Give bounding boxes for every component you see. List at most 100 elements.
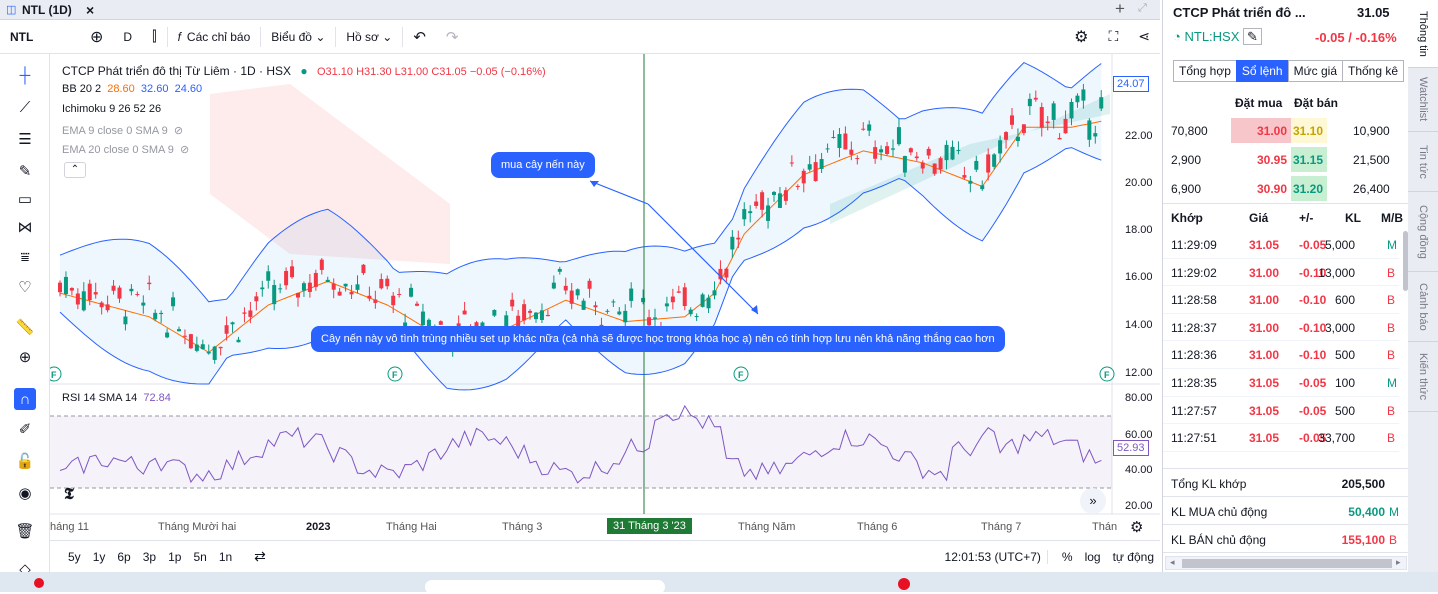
chart-type-button[interactable]: Biểu đồ ⌄: [271, 29, 326, 44]
magnet-icon[interactable]: ∩: [14, 388, 36, 410]
forecast-icon[interactable]: ⩸: [20, 248, 30, 266]
share-icon[interactable]: ⋖: [1138, 28, 1150, 44]
scrollbar[interactable]: [1403, 231, 1408, 291]
trade-row[interactable]: 11:28:58 31.00 -0.10 600 B: [1163, 286, 1399, 314]
profile-button[interactable]: Hồ sơ ⌄: [346, 29, 393, 44]
scroll-right-button[interactable]: »: [1080, 488, 1106, 514]
candle-body: [926, 148, 931, 156]
range-5n[interactable]: 5n: [193, 549, 207, 564]
edit-icon[interactable]: ✎: [1243, 28, 1262, 45]
heart-icon[interactable]: ♡: [18, 279, 32, 296]
scroll-left-icon[interactable]: ◂: [1170, 557, 1175, 567]
symbol-search[interactable]: NTL: [10, 29, 34, 44]
range-1p[interactable]: 1p: [168, 549, 182, 564]
horizontal-scrollbar[interactable]: ◂ ▸: [1165, 556, 1407, 570]
ruler-icon[interactable]: 📏: [15, 319, 35, 336]
log-toggle[interactable]: log: [1084, 549, 1101, 564]
settings-icon[interactable]: ⚙: [1074, 28, 1089, 46]
orderbook-row[interactable]: 6,900 30.90 31.20 26,400: [1163, 174, 1409, 203]
candle-body: [117, 287, 122, 299]
candle-body: [861, 128, 866, 130]
trendline-icon[interactable]: ⟋: [19, 98, 31, 116]
clock-time[interactable]: 12:01:53 (UTC+7): [944, 549, 1041, 564]
trade-row[interactable]: 11:27:57 31.05 -0.05 500 B: [1163, 397, 1399, 425]
orderbook-row[interactable]: 2,900 30.95 31.15 21,500: [1163, 145, 1409, 174]
lock-icon[interactable]: 🔓: [15, 453, 35, 470]
range-1n[interactable]: 1n: [218, 549, 233, 564]
range-1y[interactable]: 1y: [92, 549, 106, 564]
candles-icon[interactable]: ⫿: [152, 28, 157, 44]
trash-icon[interactable]: 🗑: [15, 523, 35, 540]
chart-area[interactable]: F F F F CTCP Phát triển đô thị Từ Liêm · 1D…: [50, 54, 1160, 540]
zoom-icon[interactable]: ⊕: [18, 349, 32, 366]
vtab-alerts[interactable]: Cảnh báo: [1408, 272, 1438, 342]
trade-row[interactable]: 11:29:02 31.00 -0.10 13,000 B: [1163, 259, 1399, 287]
date-range-icon[interactable]: ⇄: [254, 548, 266, 564]
range-6p[interactable]: 6p: [117, 549, 131, 564]
auto-toggle[interactable]: tự động: [1112, 549, 1154, 564]
tab-stats[interactable]: Thống kê: [1342, 60, 1405, 82]
diamond-icon[interactable]: ◇: [19, 561, 31, 578]
axis-settings-icon[interactable]: ⚙: [1130, 519, 1144, 536]
scroll-thumb[interactable]: [1182, 559, 1392, 568]
redo-icon[interactable]: ↷: [445, 28, 459, 46]
crosshair-icon[interactable]: ┼: [19, 66, 31, 84]
ticker-row[interactable]: ◔ NTL:HSX ✎: [1173, 28, 1262, 45]
legend-ichimoku[interactable]: Ichimoku 9 26 52 26: [62, 103, 162, 115]
dividend-marker: [387, 366, 403, 382]
range-3p[interactable]: 3p: [142, 549, 157, 564]
trade-row[interactable]: 11:28:36 31.00 -0.10 500 B: [1163, 341, 1399, 369]
search-box[interactable]: [425, 580, 665, 594]
candle-body: [1039, 107, 1044, 128]
vtab-knowledge[interactable]: Kiến thức: [1408, 342, 1438, 412]
time-label: Tháng Hai: [386, 521, 437, 533]
trade-row[interactable]: 11:29:09 31.05 -0.05 5,000 M: [1163, 231, 1399, 259]
fullscreen-icon[interactable]: ⛶: [1108, 28, 1119, 44]
tab-overview[interactable]: Tổng hợp: [1173, 60, 1237, 82]
collapse-legend-button[interactable]: ⌃: [64, 162, 86, 178]
close-tab-icon[interactable]: ×: [86, 2, 95, 18]
chart-tab-title[interactable]: NTL (1D): [22, 3, 72, 17]
scroll-right-icon[interactable]: ▸: [1396, 557, 1401, 567]
legend-symbol-name: CTCP Phát triển đô thị Từ Liêm · 1D · HS…: [62, 64, 292, 78]
vtab-info[interactable]: Thông tin: [1408, 0, 1438, 68]
add-tab-icon[interactable]: +: [1115, 0, 1125, 18]
trade-row[interactable]: 11:27:51 31.05 -0.05 33,700 B: [1163, 424, 1399, 452]
orderbook-row[interactable]: 70,800 31.00 31.10 10,900: [1163, 116, 1409, 145]
trade-row[interactable]: 11:28:37 31.00 -0.10 3,000 B: [1163, 314, 1399, 342]
eye-icon[interactable]: ◉: [18, 485, 32, 502]
percent-toggle[interactable]: %: [1046, 549, 1079, 564]
undo-icon[interactable]: ↶: [413, 28, 426, 46]
indicators-button[interactable]: f Các chỉ báo: [168, 20, 261, 54]
shape-icon[interactable]: ▭: [17, 191, 33, 208]
expand-icon[interactable]: ⤢: [1138, 2, 1147, 14]
app-icon[interactable]: [898, 578, 910, 590]
legend-ema9[interactable]: EMA 9 close 0 SMA 9 ⊘: [62, 124, 183, 137]
legend-rsi[interactable]: RSI 14 SMA 14 72.84: [62, 392, 171, 404]
hidden-eye-icon[interactable]: ⊘: [173, 125, 184, 137]
legend-bb[interactable]: BB 20 2 28.60 32.60 24.60: [62, 83, 202, 95]
vtab-watchlist[interactable]: Watchlist: [1408, 68, 1438, 132]
vtab-community[interactable]: Cộng đồng: [1408, 192, 1438, 272]
range-5y[interactable]: 5y: [68, 549, 81, 564]
interval-button[interactable]: D: [123, 29, 133, 44]
lock-drawing-icon[interactable]: ✐: [18, 421, 32, 438]
trade-row[interactable]: 11:28:35 31.05 -0.05 100 M: [1163, 369, 1399, 397]
pattern-icon[interactable]: ⋈: [17, 219, 33, 236]
notification-icon[interactable]: [34, 578, 44, 588]
candle-body: [337, 291, 342, 296]
tab-orderbook[interactable]: Sổ lệnh: [1235, 60, 1289, 82]
trade-volume: 600: [1334, 293, 1355, 308]
legend-ema20[interactable]: EMA 20 close 0 SMA 9 ⊘: [62, 143, 189, 156]
price-tick: 16.00: [1125, 271, 1153, 283]
vtab-news[interactable]: Tin tức: [1408, 132, 1438, 192]
fib-icon[interactable]: ☰: [18, 131, 32, 148]
compare-icon[interactable]: ⊕: [90, 28, 104, 46]
candle-body: [825, 148, 830, 150]
tab-price-levels[interactable]: Mức giá: [1287, 60, 1343, 82]
trades-list[interactable]: 11:29:09 31.05 -0.05 5,000 M 11:29:02 31.00 -0.…: [1163, 231, 1409, 464]
hidden-eye-icon[interactable]: ⊘: [180, 144, 190, 156]
candle-body: [944, 144, 949, 161]
brush-icon[interactable]: ✎: [18, 163, 32, 180]
